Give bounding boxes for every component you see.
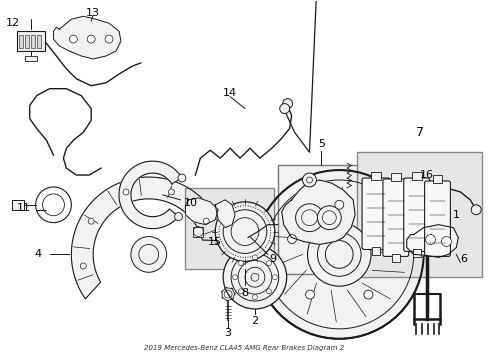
Circle shape — [252, 255, 257, 260]
Circle shape — [238, 289, 243, 294]
Circle shape — [231, 253, 278, 301]
Circle shape — [381, 235, 390, 244]
Bar — [412, 249, 420, 257]
Circle shape — [178, 174, 185, 182]
Circle shape — [282, 99, 292, 109]
Bar — [370, 172, 380, 180]
Polygon shape — [406, 225, 457, 257]
Circle shape — [250, 273, 258, 281]
Circle shape — [307, 223, 370, 286]
Text: 12: 12 — [6, 18, 20, 28]
Circle shape — [363, 290, 372, 299]
Circle shape — [238, 261, 243, 266]
Text: 13: 13 — [86, 8, 100, 18]
Circle shape — [317, 206, 341, 230]
Circle shape — [244, 267, 264, 287]
Bar — [411, 172, 421, 180]
Circle shape — [131, 237, 166, 272]
Text: 5: 5 — [317, 139, 324, 149]
Circle shape — [105, 35, 113, 43]
Text: 15: 15 — [208, 237, 222, 247]
Circle shape — [266, 289, 271, 294]
Polygon shape — [185, 198, 218, 225]
Circle shape — [325, 240, 352, 268]
Circle shape — [231, 218, 258, 246]
Text: 2019 Mercedes-Benz CLA45 AMG Rear Brakes Diagram 2: 2019 Mercedes-Benz CLA45 AMG Rear Brakes… — [143, 345, 344, 351]
Circle shape — [302, 173, 316, 187]
Bar — [371, 247, 379, 255]
Polygon shape — [53, 16, 121, 59]
FancyBboxPatch shape — [403, 178, 428, 251]
Circle shape — [168, 189, 174, 195]
Bar — [31, 35, 35, 48]
Bar — [391, 255, 399, 262]
Circle shape — [123, 189, 129, 195]
Circle shape — [266, 261, 271, 266]
Circle shape — [88, 218, 94, 224]
Circle shape — [470, 205, 480, 215]
Bar — [25, 35, 29, 48]
Bar — [12, 200, 24, 210]
Polygon shape — [71, 177, 224, 299]
Circle shape — [69, 35, 77, 43]
Text: 16: 16 — [419, 170, 433, 180]
Bar — [432, 175, 442, 183]
Circle shape — [223, 210, 266, 253]
Bar — [390, 173, 400, 181]
Polygon shape — [215, 200, 235, 228]
Circle shape — [272, 275, 277, 280]
Circle shape — [295, 204, 323, 231]
Circle shape — [254, 170, 423, 339]
Circle shape — [238, 260, 271, 294]
Bar — [185, 188, 273, 269]
Circle shape — [174, 213, 182, 221]
Circle shape — [223, 246, 286, 309]
Bar — [19, 35, 22, 48]
Text: 1: 1 — [452, 210, 459, 220]
Bar — [356, 152, 481, 277]
Circle shape — [425, 235, 435, 244]
Text: 9: 9 — [269, 255, 276, 264]
Bar — [25, 56, 37, 61]
Circle shape — [252, 294, 257, 300]
FancyBboxPatch shape — [382, 179, 408, 256]
Bar — [193, 227, 203, 237]
Circle shape — [87, 35, 95, 43]
Text: 4: 4 — [34, 249, 41, 260]
Text: 11: 11 — [17, 203, 31, 213]
Bar — [37, 35, 41, 48]
FancyBboxPatch shape — [424, 181, 449, 256]
FancyBboxPatch shape — [361, 178, 389, 249]
Bar — [277, 165, 365, 274]
Circle shape — [80, 263, 86, 269]
Circle shape — [232, 275, 237, 280]
Text: 10: 10 — [183, 198, 197, 208]
Text: 8: 8 — [241, 288, 248, 298]
Circle shape — [279, 104, 289, 113]
Text: 14: 14 — [223, 88, 237, 98]
Bar — [17, 31, 44, 51]
Circle shape — [441, 237, 450, 247]
Circle shape — [334, 201, 343, 209]
Circle shape — [215, 202, 274, 261]
Polygon shape — [119, 161, 182, 229]
Circle shape — [287, 235, 296, 244]
Circle shape — [305, 290, 314, 299]
Text: 3: 3 — [224, 328, 231, 338]
Text: 6: 6 — [459, 255, 466, 264]
Text: 7: 7 — [415, 126, 423, 139]
Circle shape — [203, 218, 209, 224]
Text: 2: 2 — [251, 316, 258, 326]
Polygon shape — [281, 180, 354, 244]
